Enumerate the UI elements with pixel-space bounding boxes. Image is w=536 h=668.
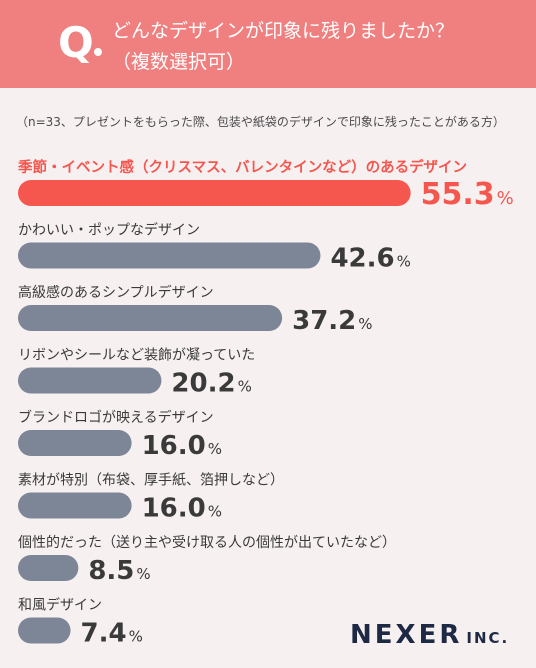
bar <box>18 305 283 331</box>
value-label: 55.3% <box>421 177 514 212</box>
value-label: 16.0% <box>142 431 222 461</box>
category-label: リボンやシールなど装飾が凝っていた <box>18 348 255 364</box>
value-unit: % <box>136 565 150 583</box>
value-label: 37.2% <box>292 306 372 336</box>
value-number: 7.4 <box>81 619 127 649</box>
value-number: 55.3 <box>421 177 495 212</box>
category-label: 高級感のあるシンプルデザイン <box>18 284 214 301</box>
value-number: 37.2 <box>292 306 356 336</box>
question-text: どんなデザインが印象に残りましたか？ <box>112 20 455 42</box>
bar <box>18 555 79 581</box>
sample-note: （n=33、プレゼントをもらった際、包装や紙袋のデザインで印象に残ったことがある… <box>16 115 505 129</box>
category-label: 素材が特別（布袋、厚手紙、箔押しなど） <box>18 473 284 489</box>
category-label: ブランドロゴが映えるデザイン <box>18 409 214 426</box>
value-unit: % <box>129 628 143 646</box>
category-label: かわいい・ポップなデザイン <box>18 222 200 239</box>
q-dot-icon <box>94 48 102 56</box>
category-label: 季節・イベント感（クリスマス、バレンタインなど）のあるデザイン <box>18 158 467 176</box>
q-mark: Q <box>58 18 94 67</box>
value-unit: % <box>397 253 411 271</box>
logo-name: NEXER <box>350 620 463 650</box>
category-label: 和風デザイン <box>18 597 102 614</box>
value-label: 16.0% <box>142 494 222 524</box>
value-number: 8.5 <box>88 556 134 586</box>
bar <box>18 180 411 206</box>
bar <box>18 492 132 519</box>
value-number: 20.2 <box>171 369 235 399</box>
bar <box>18 430 132 456</box>
value-number: 42.6 <box>330 244 394 274</box>
value-label: 7.4% <box>81 619 143 649</box>
category-label: 個性的だった（送り主や受け取る人の個性が出ていたなど） <box>18 535 396 551</box>
value-number: 16.0 <box>142 494 206 524</box>
value-label: 8.5% <box>88 556 150 586</box>
bar <box>18 242 321 269</box>
question-subtext: （複数選択可） <box>112 51 246 73</box>
bar <box>18 617 71 644</box>
value-unit: % <box>208 503 222 521</box>
bar <box>18 367 162 394</box>
question-banner: Q どんなデザインが印象に残りましたか？ （複数選択可） <box>0 0 536 88</box>
value-label: 42.6% <box>330 244 410 274</box>
value-number: 16.0 <box>142 431 206 461</box>
value-unit: % <box>358 315 372 333</box>
value-unit: % <box>208 440 222 458</box>
value-unit: % <box>497 188 514 209</box>
company-logo: NEXER INC. <box>350 620 509 650</box>
value-unit: % <box>238 378 252 396</box>
value-label: 20.2% <box>171 369 251 399</box>
logo-suffix: INC. <box>466 629 510 647</box>
